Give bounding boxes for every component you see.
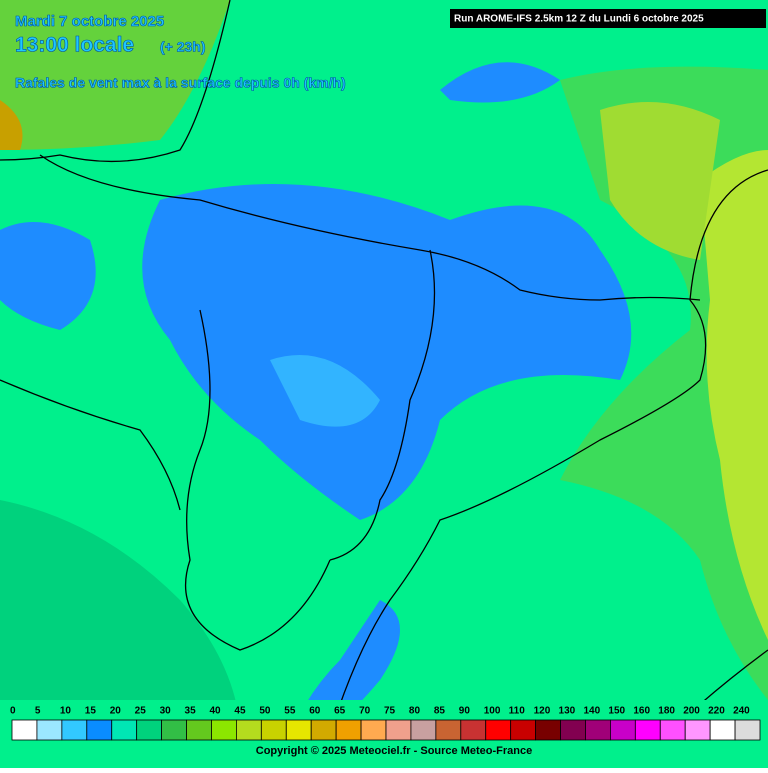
legend-swatch [36,719,63,741]
legend-label: 180 [658,706,675,717]
legend-swatch [235,719,262,741]
legend-swatch [310,719,337,741]
legend-label: 0 [10,706,16,717]
legend-swatch [211,719,237,741]
legend-label: 75 [384,706,396,717]
legend-swatch [709,719,736,741]
copyright: Copyright © 2025 Meteociel.fr - Source M… [256,745,532,757]
legend-label: 130 [559,706,576,717]
legend-label: 160 [633,706,650,717]
legend-swatch [610,719,636,741]
legend-swatch [11,719,38,741]
legend-swatch [734,719,761,741]
legend-swatch [659,719,686,741]
legend-label: 15 [85,706,97,717]
legend-label: 120 [534,706,551,717]
legend-swatch [186,719,212,741]
legend-swatch [61,719,88,741]
offset: (+ 23h) [160,39,206,55]
legend-label: 50 [259,706,271,717]
legend-label: 20 [110,706,122,717]
legend-label: 150 [608,706,625,717]
legend-swatch [285,719,312,741]
date: Mardi 7 octobre 2025 [15,13,164,30]
legend-label: 40 [209,706,221,717]
legend-label: 10 [60,706,72,717]
legend-swatch [111,719,138,741]
legend-label: 60 [309,706,321,717]
legend-swatch [634,719,661,741]
time: 13:00 locale [15,34,134,57]
legend-swatch [585,719,611,741]
legend-label: 85 [434,706,446,717]
legend-swatch [560,719,586,741]
legend-swatch [260,719,287,741]
legend-swatch [435,719,462,741]
legend-swatch [136,719,163,741]
legend-label: 200 [683,706,700,717]
legend-label: 35 [185,706,197,717]
legend-swatch [360,719,387,741]
legend-label: 55 [284,706,296,717]
legend-label: 220 [708,706,725,717]
legend-label: 90 [459,706,471,717]
legend-label: 65 [334,706,346,717]
legend-label: 140 [583,706,600,717]
subtitle: Rafales de vent max à la surface depuis … [15,75,346,91]
legend-swatch [460,719,487,741]
legend-swatch [161,719,187,741]
legend-label: 80 [409,706,421,717]
legend-label: 30 [160,706,172,717]
run-label: Run AROME-IFS 2.5km 12 Z du Lundi 6 octo… [454,14,704,25]
legend-swatch [86,719,113,741]
run-box [450,9,766,28]
legend-label: 110 [509,706,526,717]
legend-label: 45 [234,706,246,717]
legend-swatch [410,719,437,741]
legend-swatch [684,719,711,741]
legend-label: 25 [135,706,147,717]
legend-swatch [335,719,362,741]
legend-swatch [535,719,561,741]
legend-swatch [385,719,412,741]
legend-label: 70 [359,706,371,717]
legend-label: 240 [733,706,750,717]
legend-label: 5 [35,706,41,717]
legend-label: 100 [484,706,501,717]
legend-swatch [485,719,512,741]
legend-swatch [510,719,536,741]
